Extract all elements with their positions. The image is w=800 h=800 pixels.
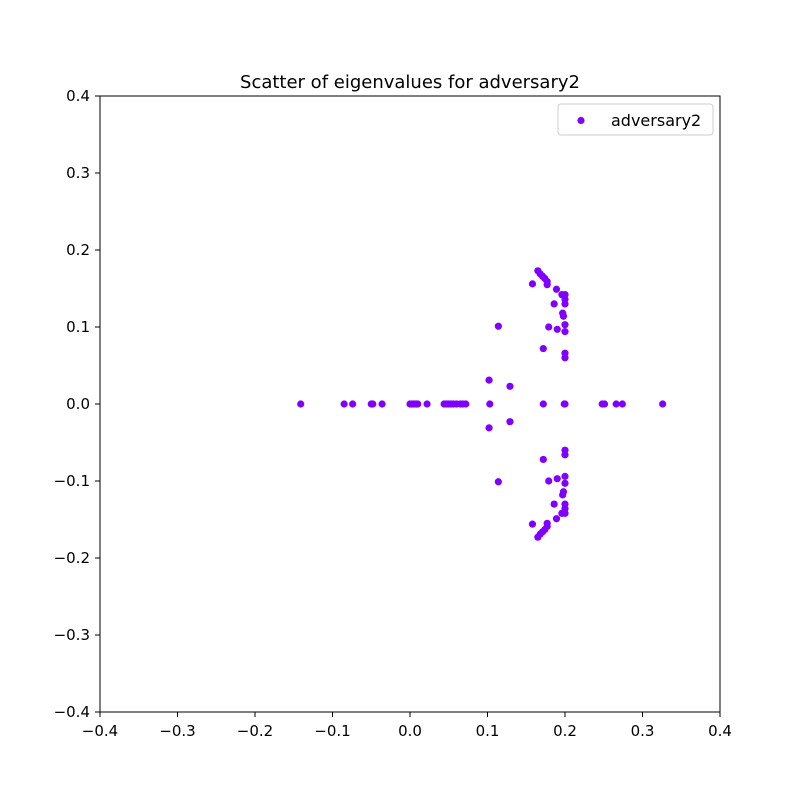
data-point [659,400,667,408]
x-tick-label: −0.3 [159,722,195,740]
data-point [550,500,558,508]
data-point [618,400,626,408]
data-point [561,400,569,408]
data-point [561,354,569,362]
x-tick-label: 0.1 [476,722,500,740]
legend: adversary2 [557,103,714,136]
data-point [423,400,431,408]
legend-box [557,103,714,136]
y-tick-label: 0.3 [66,164,90,182]
data-point [543,519,551,527]
data-point [553,475,561,483]
data-point [485,376,493,384]
data-point [552,285,561,293]
data-point [561,472,569,480]
data-point [378,400,386,408]
data-point [561,479,569,487]
data-point [528,520,537,528]
data-point [539,400,547,408]
x-tick-label: 0.4 [708,722,732,740]
x-tick-label: 0.0 [398,722,422,740]
legend-label: adversary2 [611,111,701,130]
x-axis: −0.4 −0.3 −0.2 −0.1 0.0 0.1 0.2 0.3 0.4 [82,712,732,740]
data-point [545,323,553,331]
data-point [486,400,494,408]
data-point [494,322,502,330]
chart-title: Scatter of eigenvalues for adversary2 [240,72,580,93]
x-tick-label: 0.2 [553,722,577,740]
data-point [561,300,569,308]
data-point [539,344,547,353]
y-tick-label: −0.4 [54,703,90,721]
data-point [552,515,561,523]
data-point [369,400,377,408]
data-point [561,446,569,454]
data-point [349,400,357,408]
y-tick-label: 0.0 [66,395,90,413]
x-tick-label: −0.1 [314,722,350,740]
y-tick-label: −0.3 [54,626,90,644]
data-point [506,418,514,426]
data-point [414,400,422,408]
y-tick-label: 0.1 [66,318,90,336]
data-point [506,382,514,390]
data-point [559,312,568,320]
data-point [612,400,620,408]
data-point [559,488,568,496]
x-tick-label: −0.2 [237,722,273,740]
data-point [545,477,553,485]
y-tick-label: 0.4 [66,87,90,105]
data-point [600,400,609,408]
data-point [340,400,348,408]
data-point [297,400,305,408]
data-point [561,500,569,508]
y-tick-label: 0.2 [66,241,90,259]
data-point [550,300,558,308]
data-point [539,455,547,464]
data-point [485,424,493,432]
x-tick-label: 0.3 [631,722,655,740]
data-point [561,328,569,336]
data-point [462,400,470,408]
legend-marker [577,116,585,125]
data-point [494,478,502,486]
data-point [553,325,561,333]
data-points [297,267,667,541]
y-tick-label: −0.1 [54,472,90,490]
data-point [561,321,569,329]
plot-area [99,95,721,713]
data-point [528,280,537,288]
x-tick-label: −0.4 [82,722,118,740]
data-point [543,281,551,289]
y-tick-label: −0.2 [54,549,90,567]
y-axis: −0.4 −0.3 −0.2 −0.1 0.0 0.1 0.2 0.3 0.4 [54,87,100,721]
